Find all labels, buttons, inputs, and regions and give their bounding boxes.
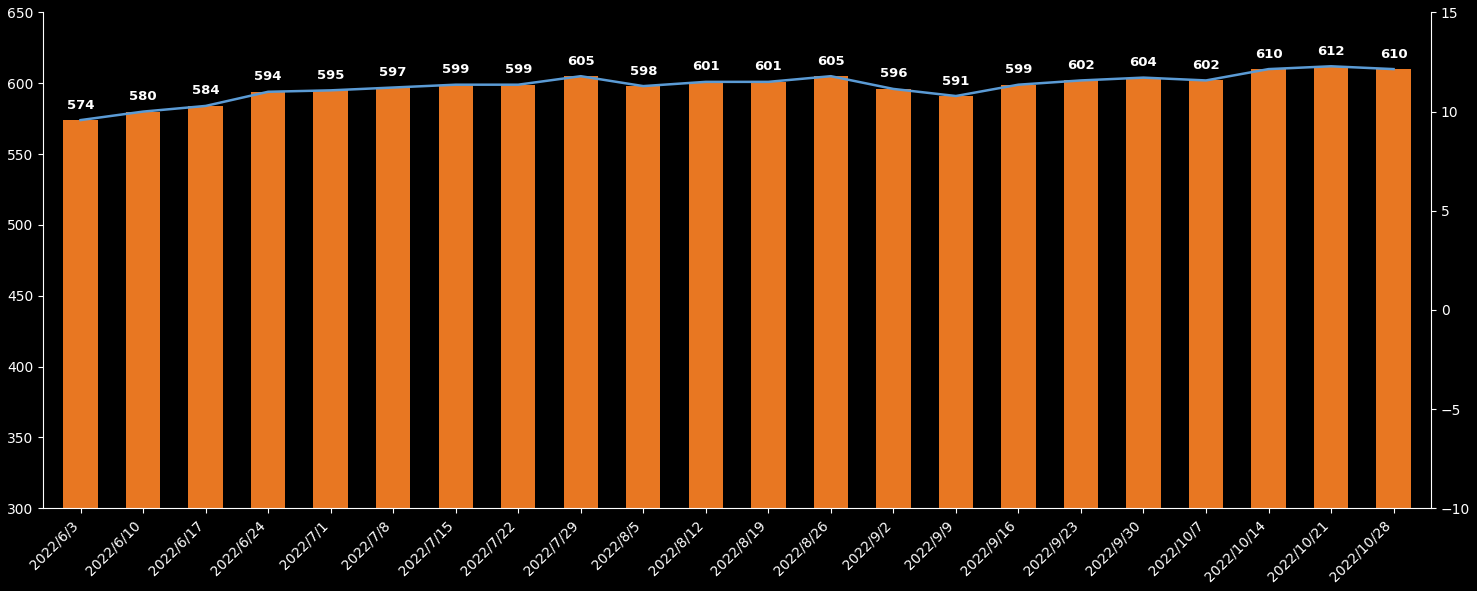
Text: 584: 584 — [192, 85, 220, 98]
Bar — [313, 90, 349, 591]
Bar — [1251, 69, 1285, 591]
Text: 602: 602 — [1192, 59, 1220, 72]
Text: 599: 599 — [1004, 63, 1032, 76]
Text: 597: 597 — [380, 66, 406, 79]
Text: 599: 599 — [442, 63, 470, 76]
Text: 610: 610 — [1380, 48, 1408, 61]
Bar — [501, 85, 536, 591]
Bar — [939, 96, 973, 591]
Bar — [377, 87, 411, 591]
Text: 596: 596 — [880, 67, 907, 80]
Text: 598: 598 — [629, 64, 657, 77]
Bar — [814, 76, 848, 591]
Text: 580: 580 — [130, 90, 157, 103]
Bar — [1189, 80, 1223, 591]
Text: 604: 604 — [1130, 56, 1158, 69]
Text: 602: 602 — [1068, 59, 1094, 72]
Bar — [688, 82, 724, 591]
Bar — [1063, 80, 1097, 591]
Text: 591: 591 — [942, 74, 969, 87]
Bar — [1315, 66, 1349, 591]
Text: 612: 612 — [1317, 45, 1344, 58]
Text: 594: 594 — [254, 70, 282, 83]
Bar — [1127, 77, 1161, 591]
Bar — [126, 112, 161, 591]
Bar — [876, 89, 910, 591]
Text: 601: 601 — [693, 60, 719, 73]
Text: 595: 595 — [318, 69, 344, 82]
Bar — [564, 76, 598, 591]
Text: 605: 605 — [567, 55, 595, 68]
Text: 599: 599 — [505, 63, 532, 76]
Text: 574: 574 — [66, 99, 95, 112]
Text: 601: 601 — [755, 60, 783, 73]
Bar — [1377, 69, 1411, 591]
Bar — [64, 120, 97, 591]
Bar — [752, 82, 786, 591]
Bar — [189, 106, 223, 591]
Bar — [1001, 85, 1035, 591]
Text: 610: 610 — [1254, 48, 1282, 61]
Bar — [626, 86, 660, 591]
Text: 605: 605 — [817, 55, 845, 68]
Bar — [439, 85, 473, 591]
Bar — [251, 92, 285, 591]
